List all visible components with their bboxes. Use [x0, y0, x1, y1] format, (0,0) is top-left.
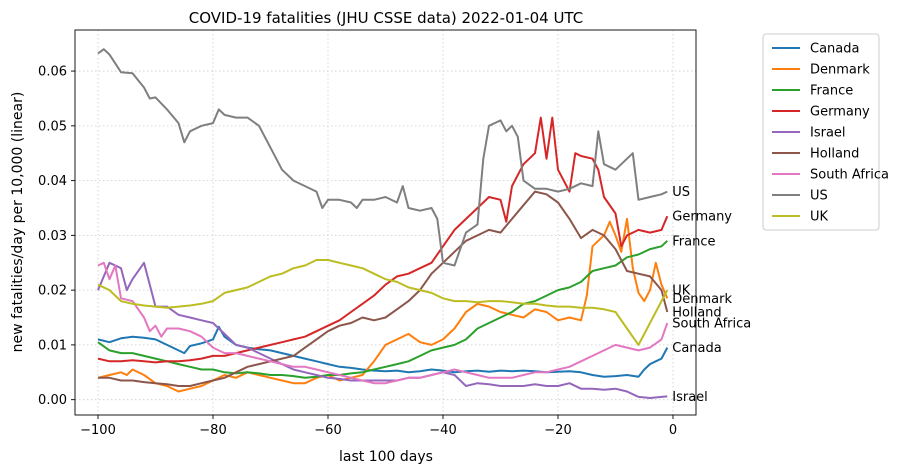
x-tick-label: −80	[199, 423, 226, 438]
series-lines	[97, 48, 669, 399]
chart-title: COVID-19 fatalities (JHU CSSE data) 2022…	[189, 9, 583, 27]
series-line-germany	[97, 116, 669, 364]
y-tick-label: 0.04	[38, 174, 67, 189]
y-tick-label: 0.06	[38, 65, 67, 80]
grid	[75, 30, 696, 415]
series-line-uk	[97, 259, 669, 346]
legend-label-israel: Israel	[810, 126, 846, 141]
x-tick-label: −20	[544, 423, 571, 438]
y-tick-label: 0.05	[38, 119, 67, 134]
series-line-holland	[98, 190, 669, 387]
series-line-us	[97, 48, 668, 267]
y-tick-label: 0.00	[38, 393, 67, 408]
x-axis-label: last 100 days	[339, 449, 433, 465]
end-label-israel: Israel	[672, 390, 708, 405]
series-line-france	[97, 240, 668, 379]
legend-label-france: France	[810, 84, 853, 99]
legend-label-canada: Canada	[810, 42, 859, 57]
end-label-holland: Holland	[672, 306, 721, 321]
plot-area-frame	[74, 29, 697, 416]
legend-label-south-africa: South Africa	[810, 168, 889, 183]
end-labels: Canada Denmark France Germany Israel HollandS…	[672, 185, 751, 405]
legend-frame	[762, 33, 880, 231]
x-tick-label: −100	[80, 423, 116, 438]
legend-label-holland: Holland	[810, 147, 859, 162]
legend-label-denmark: Denmark	[810, 63, 870, 78]
axis-ticks: −100 −80 −60 −40 −20 0 0.00 0.01 0.02 0.03 0.04 0.0…	[38, 65, 677, 438]
legend-label-uk: UK	[810, 210, 829, 225]
legend-label-germany: Germany	[810, 105, 870, 120]
end-label-canada: Canada	[672, 341, 721, 356]
series-line-canada	[97, 325, 669, 378]
series-line-south-africa	[97, 261, 669, 385]
end-label-south-africa: South Africa	[672, 316, 751, 331]
end-label-france: France	[672, 234, 715, 249]
end-label-germany: Germany	[672, 210, 732, 225]
y-axis-label: new fatalities/day per 10,000 (linear)	[10, 92, 26, 353]
x-tick-label: 0	[669, 423, 677, 438]
series-line-denmark	[97, 217, 669, 393]
y-tick-label: 0.03	[38, 229, 67, 244]
y-tick-label: 0.01	[38, 338, 67, 353]
end-label-us: US	[672, 185, 690, 200]
y-tick-label: 0.02	[38, 284, 67, 299]
x-tick-label: −40	[429, 423, 456, 438]
series-line-israel	[97, 261, 668, 399]
legend: Canada Denmark France Germany Israel Holland S…	[762, 33, 889, 231]
legend-label-us: US	[810, 189, 828, 204]
end-label-uk: UK	[672, 284, 691, 299]
end-label-denmark: Denmark	[672, 292, 732, 307]
x-tick-label: −60	[314, 423, 341, 438]
